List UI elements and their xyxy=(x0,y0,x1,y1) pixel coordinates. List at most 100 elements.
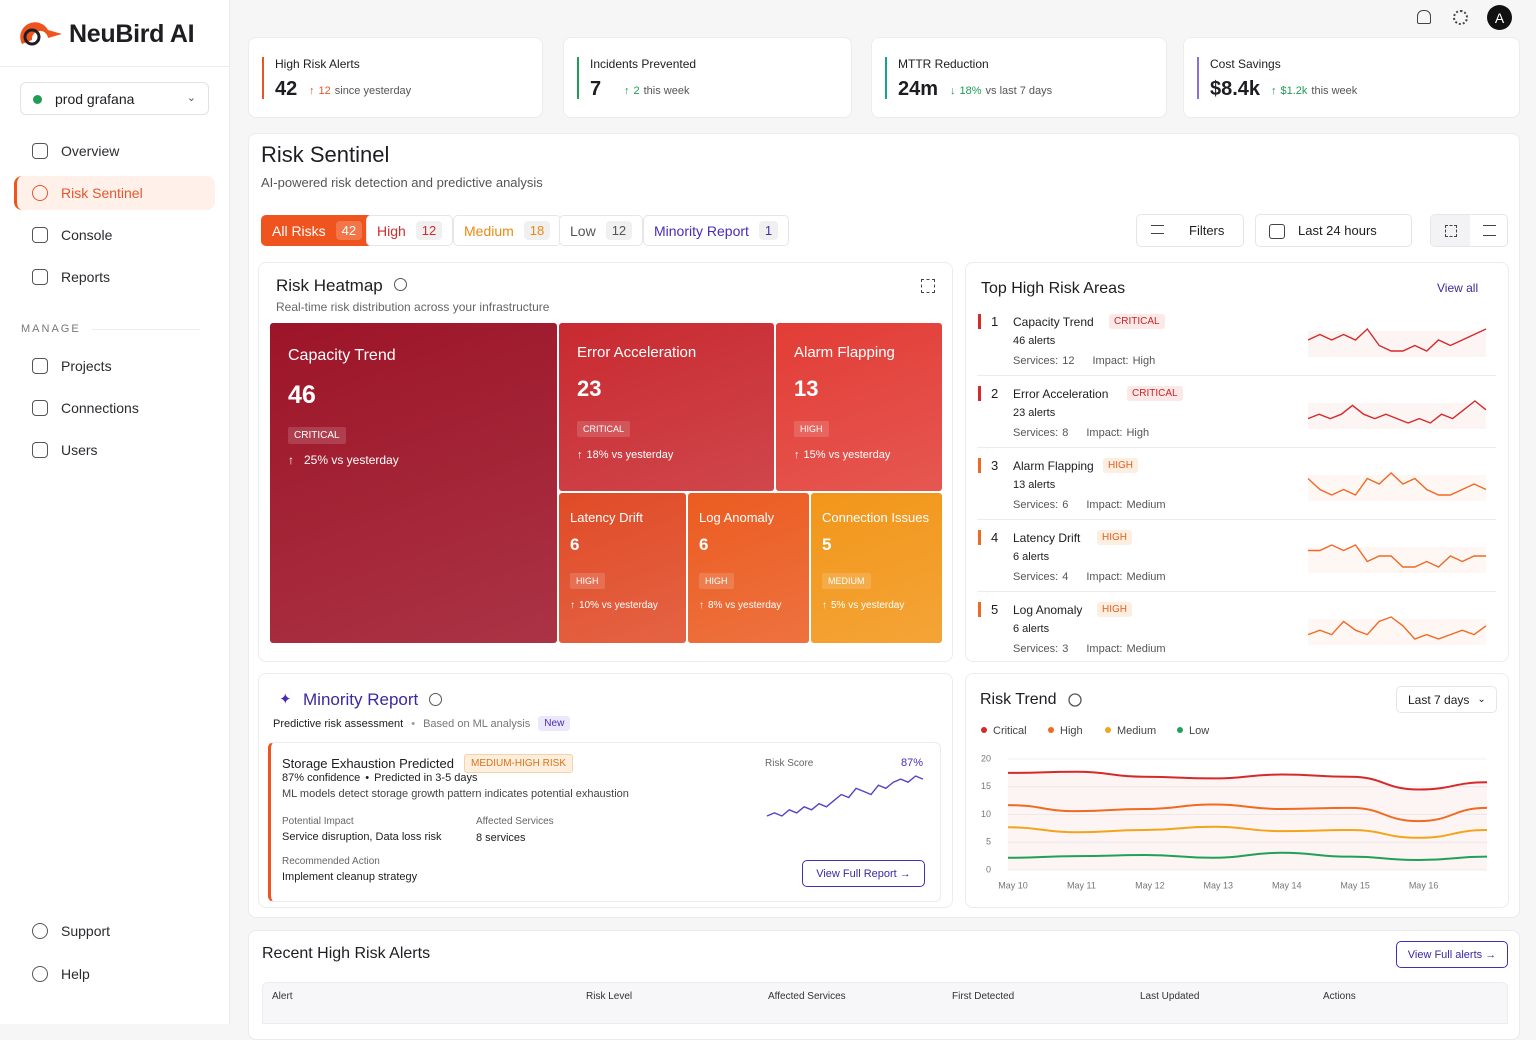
info-icon[interactable] xyxy=(394,278,407,291)
filter-tab[interactable]: Low 12 xyxy=(559,215,644,246)
expand-icon[interactable] xyxy=(921,279,935,293)
kpi-change-value: 18% xyxy=(959,85,982,97)
x-tick-label: May 14 xyxy=(1272,880,1302,890)
minority-card xyxy=(258,673,953,908)
arrow-icon: ↑ xyxy=(624,85,630,97)
nav-item[interactable]: Reports xyxy=(14,260,215,294)
rank-accent xyxy=(978,314,981,329)
action-value: Implement cleanup strategy xyxy=(282,871,418,883)
heatmap-tile[interactable]: Log Anomaly 6 HIGH ↑ 8% vs yesterday xyxy=(688,493,809,643)
legend-label: Low xyxy=(1189,725,1209,737)
nav-item[interactable]: Console xyxy=(14,218,215,252)
legend-swatch xyxy=(1048,727,1054,733)
heatmap-subtitle: Real-time risk distribution across your … xyxy=(276,300,550,314)
filter-tab[interactable]: Medium 18 xyxy=(453,215,562,246)
kpi-note: this week xyxy=(643,85,690,97)
heatmap-tile[interactable]: Capacity Trend 46 CRITICAL ↑ 25% vs yesterda… xyxy=(270,323,557,643)
x-tick-label: May 10 xyxy=(998,880,1028,890)
rank-accent xyxy=(978,458,981,473)
nav-icon xyxy=(32,269,48,285)
view-report-button[interactable]: View Full Report → xyxy=(802,860,925,887)
view-toggle[interactable] xyxy=(1430,214,1508,247)
info-icon[interactable] xyxy=(429,693,442,706)
sidebar: NeuBird AI prod grafana ⌄ Overview Risk Se… xyxy=(0,0,230,1024)
sparkline xyxy=(1307,400,1487,424)
x-tick-label: May 11 xyxy=(1067,880,1096,890)
tile-change-text: 15% vs yesterday xyxy=(803,449,891,461)
series-line xyxy=(1007,851,1488,862)
sparkline-bg xyxy=(1308,403,1486,429)
column-header: Actions xyxy=(1323,991,1356,1002)
filter-tab[interactable]: High 12 xyxy=(366,215,454,246)
tile-change: ↑ 10% vs yesterday xyxy=(570,600,658,611)
nav-item[interactable]: Support xyxy=(14,914,215,948)
impact-label: Impact: xyxy=(1092,355,1129,367)
view-alerts-label: View Full alerts xyxy=(1407,948,1483,961)
nav-label: Connections xyxy=(61,400,139,416)
trend-range[interactable]: Last 7 days ⌄ xyxy=(1396,686,1497,713)
arrow-icon: ↑ xyxy=(570,600,575,611)
area-meta: Services: 12 Impact: High xyxy=(1013,355,1155,367)
kpi-note: vs last 7 days xyxy=(985,85,1053,97)
rank: 5 xyxy=(991,602,999,617)
column-header: Affected Services xyxy=(768,991,846,1002)
view-all-link[interactable]: View all xyxy=(1437,281,1479,295)
tile-level: CRITICAL xyxy=(577,421,631,437)
logo-icon xyxy=(20,22,62,46)
avatar[interactable]: A xyxy=(1487,5,1512,30)
tile-value: 46 xyxy=(288,381,316,409)
info-icon[interactable] xyxy=(1068,693,1082,707)
tile-level: HIGH xyxy=(699,573,734,589)
x-tick-label: May 15 xyxy=(1340,880,1370,890)
filter-tab[interactable]: All Risks 42 xyxy=(261,215,374,246)
tab-count: 12 xyxy=(415,221,443,240)
score-value: 87% xyxy=(901,757,924,769)
settings-icon[interactable] xyxy=(1453,10,1468,25)
nav-icon xyxy=(32,400,48,416)
rank: 4 xyxy=(991,530,999,545)
nav-item[interactable]: Users xyxy=(14,433,215,467)
heatmap-tile[interactable]: Error Acceleration 23 CRITICAL ↑ 18% vs yest… xyxy=(559,323,774,491)
view-alerts-button[interactable]: View Full alerts → xyxy=(1396,941,1508,968)
nav-item[interactable]: Overview xyxy=(14,134,215,168)
nav-item[interactable]: Projects xyxy=(14,349,215,383)
filters-button[interactable]: Filters xyxy=(1136,214,1244,247)
level-badge: CRITICAL xyxy=(1127,386,1183,401)
tab-count: 18 xyxy=(523,221,551,240)
nav-item[interactable]: Risk Sentinel xyxy=(14,176,215,210)
trend-range-label: Last 7 days xyxy=(1408,692,1470,707)
nav-item[interactable]: Help xyxy=(14,957,215,991)
area-fill xyxy=(1008,771,1487,870)
area-sparkline xyxy=(1307,327,1487,357)
kpi-card: High Risk Alerts 42 ↑ 12 since yesterday xyxy=(248,37,543,118)
tab-count: 42 xyxy=(335,221,363,240)
bell-icon[interactable] xyxy=(1417,10,1431,24)
heatmap-tile[interactable]: Alarm Flapping 13 HIGH ↑ 15% vs yesterday xyxy=(776,323,942,491)
tile-level: CRITICAL xyxy=(288,427,346,444)
prediction-title: Storage Exhaustion Predicted xyxy=(282,756,454,771)
divider xyxy=(92,329,200,330)
tile-value: 6 xyxy=(570,535,580,554)
area-name: Log Anomaly xyxy=(1013,603,1083,617)
kpi-label: Cost Savings xyxy=(1210,57,1281,71)
nav-icon xyxy=(32,185,48,201)
nav-item[interactable]: Connections xyxy=(14,391,215,425)
heatmap-tile[interactable]: Latency Drift 6 HIGH ↑ 10% vs yesterday xyxy=(559,493,686,643)
kpi-accent xyxy=(885,57,887,99)
heatmap-tile[interactable]: Connection Issues 5 MEDIUM ↑ 5% vs yesterday xyxy=(811,493,942,643)
nav-icon xyxy=(32,923,48,939)
y-tick-label: 15 xyxy=(981,781,991,791)
score-sparkline xyxy=(766,775,924,817)
tab-label: Low xyxy=(570,222,596,239)
filter-tab[interactable]: Minority Report 1 xyxy=(643,215,790,246)
services-value: 4 xyxy=(1062,571,1069,583)
chart-title: Risk Trend xyxy=(980,691,1056,708)
kpi-change: ↓ 18% vs last 7 days xyxy=(950,85,1052,97)
heatmap-title: Risk Heatmap xyxy=(276,276,383,295)
range-button[interactable]: Last 24 hours xyxy=(1255,214,1412,247)
env-select[interactable]: prod grafana ⌄ xyxy=(20,82,209,115)
tile-value: 6 xyxy=(699,535,709,554)
tile-name: Error Acceleration xyxy=(577,344,697,361)
impact-value: Service disruption, Data loss risk xyxy=(282,831,442,843)
